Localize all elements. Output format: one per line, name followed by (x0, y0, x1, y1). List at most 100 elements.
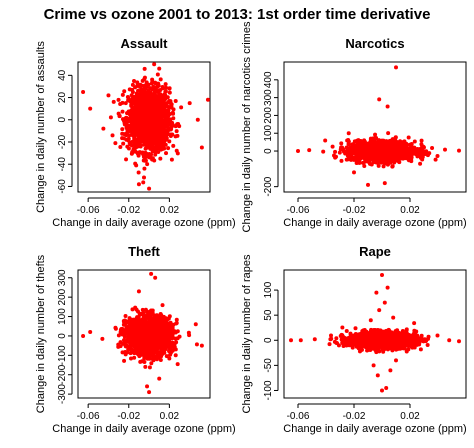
data-point (377, 97, 382, 102)
data-point (392, 160, 397, 165)
data-point (135, 144, 140, 149)
data-point (165, 95, 170, 100)
data-point (127, 87, 132, 92)
data-point (419, 142, 424, 147)
data-point (120, 127, 125, 132)
data-point (409, 159, 414, 164)
data-point (386, 131, 391, 136)
data-point (157, 88, 162, 93)
data-point (171, 143, 176, 148)
data-point (123, 101, 128, 106)
data-point (122, 89, 127, 94)
y-tick-label: 40 (57, 69, 68, 81)
data-point (162, 139, 167, 144)
data-point (156, 121, 161, 126)
data-point (394, 65, 398, 70)
data-point (138, 144, 143, 149)
data-point (414, 151, 419, 156)
y-tick-label: 20 (57, 92, 68, 104)
data-point (366, 144, 371, 149)
data-point (147, 186, 152, 191)
data-point (406, 148, 411, 153)
y-tick-label: -40 (57, 157, 68, 172)
y-tick-label: 300 (263, 89, 274, 106)
data-point (121, 141, 126, 146)
data-point (371, 136, 376, 141)
data-point (194, 342, 199, 347)
y-tick-label: 100 (263, 124, 274, 141)
data-point (123, 349, 128, 354)
data-point (148, 153, 153, 158)
data-point (145, 145, 150, 150)
data-point (174, 129, 179, 134)
x-tick-label: -0.06 (77, 205, 100, 216)
data-point (101, 126, 106, 131)
data-point (123, 313, 128, 318)
data-point (147, 114, 152, 119)
data-point (164, 345, 169, 350)
data-point (407, 151, 412, 156)
data-point (132, 336, 137, 341)
data-point (151, 111, 156, 116)
data-point (171, 111, 176, 116)
data-point (167, 90, 172, 95)
data-point (120, 100, 125, 105)
data-point (145, 127, 150, 132)
data-point (147, 365, 152, 370)
data-point (142, 166, 147, 171)
y-tick-label: 0 (57, 333, 68, 339)
data-point (132, 109, 137, 114)
data-point (158, 156, 163, 161)
data-point (457, 148, 461, 153)
data-point (166, 105, 171, 110)
data-point (389, 153, 394, 158)
data-point (165, 123, 170, 128)
page-title: Crime vs ozone 2001 to 2013: 1st order t… (43, 6, 431, 23)
y-tick-label: -200 (263, 176, 274, 196)
data-point (171, 116, 176, 121)
y-tick-label: -60 (57, 179, 68, 194)
data-point (159, 102, 164, 107)
data-point (132, 146, 137, 151)
data-point (405, 156, 410, 161)
data-point (381, 149, 386, 154)
data-point (149, 107, 154, 112)
data-point (118, 144, 123, 149)
plot-frame (283, 61, 467, 193)
data-point (168, 320, 173, 325)
data-point (163, 89, 168, 94)
data-point (199, 145, 204, 150)
data-point (363, 147, 368, 152)
data-point (346, 138, 351, 143)
data-point (122, 335, 127, 340)
y-tick-label: 0 (263, 148, 274, 154)
data-point (124, 125, 129, 130)
data-point (360, 142, 365, 147)
x-axis-label: Change in daily average ozone (ppm) (52, 217, 235, 229)
data-point (142, 134, 147, 139)
data-point (147, 92, 152, 97)
data-point (132, 355, 137, 360)
data-point (409, 142, 414, 147)
data-point (321, 149, 326, 154)
data-point (134, 91, 139, 96)
data-point (307, 148, 312, 153)
data-point (362, 138, 367, 143)
y-tick-label: -300 (57, 384, 68, 404)
data-point (164, 134, 169, 139)
data-point (373, 132, 378, 137)
data-points (81, 62, 210, 191)
data-point (125, 144, 130, 149)
data-point (175, 362, 180, 367)
data-point (141, 154, 146, 159)
chart-panel-narcotics: Narcotics-0.06 -0.02 0.02-2000100200300400… (241, 21, 467, 232)
y-tick-label: 200 (57, 288, 68, 305)
data-point (412, 139, 417, 144)
data-point (346, 131, 351, 136)
data-point (130, 150, 135, 155)
data-point (134, 112, 139, 117)
data-point (167, 98, 172, 103)
data-point (142, 108, 147, 113)
y-tick-label: 0 (57, 117, 68, 123)
data-point (121, 338, 126, 343)
